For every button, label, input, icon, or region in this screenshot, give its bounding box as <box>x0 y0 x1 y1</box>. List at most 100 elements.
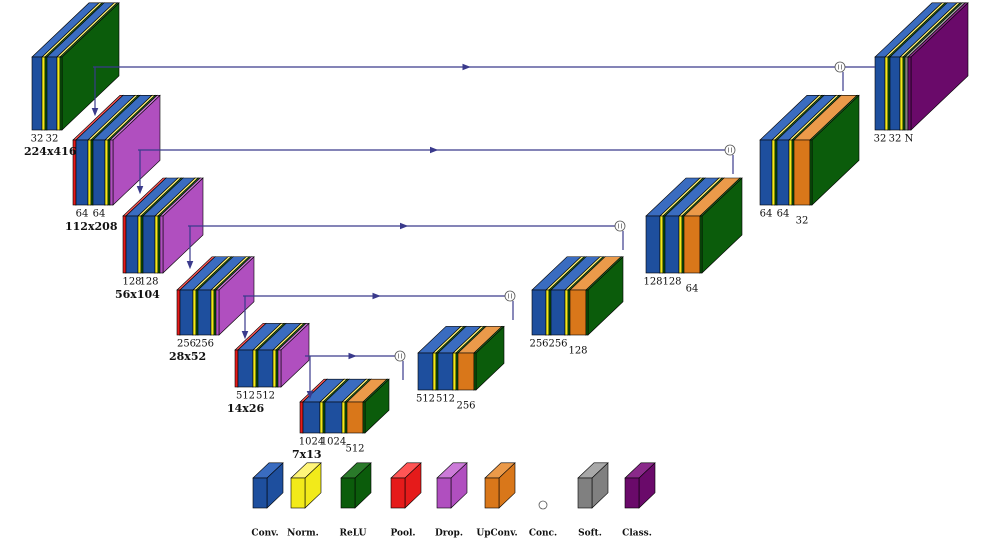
legend-label: Conv. <box>251 529 278 539</box>
slab-front <box>577 477 593 509</box>
slab-front <box>154 215 159 274</box>
slab-front <box>215 289 220 336</box>
slab-front <box>195 289 199 336</box>
legend-label: Drop. <box>435 529 463 539</box>
size-label: 224x416 <box>24 145 77 158</box>
concat <box>538 500 548 510</box>
slab-front <box>157 215 161 274</box>
slab-front <box>213 289 217 336</box>
slab-front <box>452 352 457 391</box>
channel-label: 32 <box>874 134 887 145</box>
block <box>645 177 743 274</box>
channel-label: 128 <box>643 277 662 288</box>
block <box>759 94 860 206</box>
concat <box>614 220 626 232</box>
slab-front <box>92 139 106 206</box>
channel-label: 1024 <box>299 437 324 448</box>
slab-front <box>252 349 257 388</box>
slab-front <box>142 215 156 274</box>
slab-front <box>90 139 94 206</box>
slab-front <box>645 215 661 274</box>
block <box>531 256 624 336</box>
channel-label: 512 <box>416 394 435 405</box>
slab-front <box>340 477 356 509</box>
concat <box>504 290 516 302</box>
channel-label: 256 <box>529 339 548 350</box>
slab-front <box>759 139 773 206</box>
upconv-label: 32 <box>796 216 809 227</box>
slab-front <box>664 215 680 274</box>
slab-front <box>234 349 239 388</box>
slab-front <box>107 139 111 206</box>
block <box>299 378 390 434</box>
block <box>874 2 969 131</box>
block <box>176 256 255 336</box>
channel-label: 64 <box>93 209 106 220</box>
slab-front <box>809 139 813 206</box>
slab-front <box>31 56 43 131</box>
legend-label: Soft. <box>578 529 602 539</box>
block <box>72 94 161 206</box>
slab-front <box>75 139 89 206</box>
concat-mark <box>838 64 842 70</box>
upconv-label: 64 <box>686 284 699 295</box>
slab-front <box>889 56 901 131</box>
slab-front <box>46 56 58 131</box>
slab-front <box>904 56 909 131</box>
legend-label: Class. <box>622 529 652 539</box>
channel-label: N <box>905 134 914 145</box>
concat-mark <box>508 293 512 299</box>
slab-front <box>257 349 274 388</box>
slab-front <box>550 289 566 336</box>
slab-front <box>272 349 277 388</box>
upconv-label: 256 <box>456 401 475 412</box>
concat-mark <box>728 147 732 153</box>
slab-front <box>699 215 703 274</box>
channel-label: 256 <box>177 339 196 350</box>
slab-front <box>436 477 452 509</box>
slab-front <box>874 56 886 131</box>
slab-front <box>659 215 664 274</box>
channel-label: 64 <box>760 209 773 220</box>
upconv-label: 128 <box>568 346 587 357</box>
slab-front <box>210 289 215 336</box>
slab-front <box>324 401 343 434</box>
channel-label: 256 <box>548 339 567 350</box>
slab-front <box>417 352 434 391</box>
slab-front <box>545 289 550 336</box>
legend: Conv. Norm. ReLU Pool. Drop. UpConv. Conc. Soft… <box>251 462 656 539</box>
upconv-label: 512 <box>345 444 364 455</box>
size-label: 7x13 <box>292 448 322 461</box>
slab-front <box>390 477 406 509</box>
slab-front <box>683 215 701 274</box>
channel-label: 128 <box>662 277 681 288</box>
size-label: 28x52 <box>169 350 206 363</box>
slab-front <box>531 289 547 336</box>
slab-front <box>179 289 194 336</box>
slab-front <box>899 56 904 131</box>
channel-label: 128 <box>139 277 158 288</box>
slab-front <box>793 139 811 206</box>
legend-label: Pool. <box>390 529 415 539</box>
legend-label: ReLU <box>340 529 367 539</box>
slab-front <box>87 139 92 206</box>
channel-label: 512 <box>256 391 275 402</box>
channel-label: 32 <box>46 134 59 145</box>
slab-front <box>159 215 164 274</box>
slab-front <box>192 289 197 336</box>
concat <box>724 144 736 156</box>
concat-mark <box>618 223 622 229</box>
channel-label: 64 <box>777 209 790 220</box>
slab-front <box>907 56 912 131</box>
slab-front <box>457 352 475 391</box>
channel-label: 1024 <box>321 437 346 448</box>
slab-front <box>776 139 790 206</box>
channel-label: 512 <box>436 394 455 405</box>
slab-front <box>473 352 477 391</box>
channel-label: 64 <box>76 209 89 220</box>
channel-label: 512 <box>236 391 255 402</box>
channel-label: 256 <box>195 339 214 350</box>
block <box>417 325 505 391</box>
legend-label: Norm. <box>287 529 319 539</box>
